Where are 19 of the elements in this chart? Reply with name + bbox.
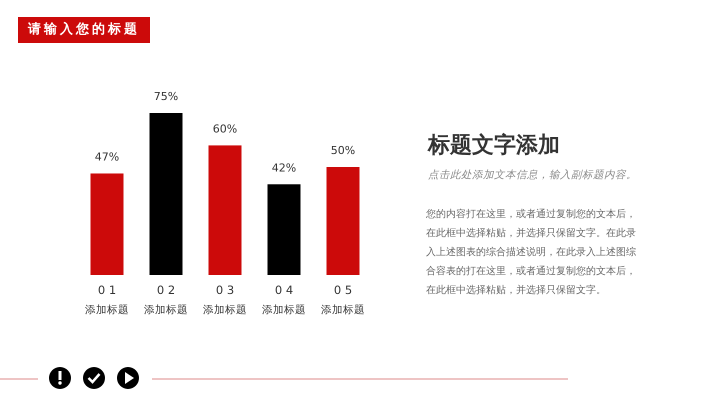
x-tick-label: 0 1 添加标题	[85, 283, 129, 316]
x-tick-label: 0 5 添加标题	[321, 283, 365, 316]
data-label: 75%	[154, 90, 178, 103]
x-tick-label: 0 4 添加标题	[262, 283, 306, 316]
bar	[150, 113, 182, 275]
text: 点击此处添加文本信息，输入副标题内容。	[428, 168, 637, 182]
data-label: 50%	[330, 144, 356, 157]
bar	[90, 173, 124, 275]
x-tick-label: 0 2 添加标题	[144, 283, 188, 316]
text: 您的内容打在这里，或者通过复制您的文本后，在此框中选择粘贴，并选择只保留文字。在此录入上述图表的综合描述说明，在此录入上述图综合容表的打在这里，或者通过复制您的文本后，在此框中选择粘贴，并选择只保留文字。	[426, 208, 637, 298]
x-tick-label: 0 3 添加标题	[203, 283, 247, 316]
data-label: 42%	[272, 161, 296, 174]
text: 标题文字添加	[428, 132, 560, 160]
bar	[268, 184, 300, 275]
data-label: 47%	[94, 150, 120, 164]
data-label: 60%	[212, 122, 238, 136]
bar	[326, 167, 360, 275]
bar	[208, 145, 242, 275]
chart-title: 请输入您的标题	[18, 17, 150, 43]
